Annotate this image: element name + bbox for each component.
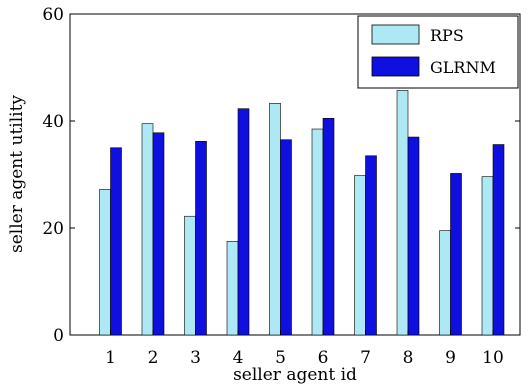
bar-glrnm-5: [280, 139, 292, 336]
bars-group: [99, 90, 505, 336]
bar-rps-2: [141, 123, 154, 336]
x-tick-label: 7: [360, 348, 371, 368]
bar-glrnm-4: [237, 108, 250, 336]
x-tick-label: 9: [445, 348, 456, 368]
y-axis-title: seller agent utility: [7, 95, 27, 253]
bar-rps-9: [439, 230, 451, 336]
bar-rps-8: [396, 90, 409, 336]
legend-swatch-glrnm: [371, 56, 420, 77]
bar-glrnm-7: [365, 155, 377, 336]
y-tick-label: 40: [42, 112, 64, 132]
bar-glrnm-10: [492, 144, 505, 336]
y-tick-label: 20: [42, 219, 64, 239]
legend-label-rps: RPS: [430, 26, 464, 45]
bar-rps-1: [99, 189, 111, 336]
bar-glrnm-2: [152, 132, 165, 336]
x-axis-title: seller agent id: [233, 365, 357, 385]
y-tick-label: 0: [53, 326, 64, 346]
legend: RPS GLRNM: [357, 15, 519, 89]
bar-rps-10: [481, 176, 494, 336]
bar-glrnm-6: [322, 118, 335, 336]
x-tick-label: 10: [482, 348, 504, 368]
bar-rps-4: [226, 241, 239, 336]
y-tick-label: 60: [42, 5, 64, 25]
x-tick-label: 1: [105, 348, 116, 368]
bar-rps-6: [311, 128, 324, 336]
y-ticks-group: 0 20 40 60: [42, 5, 520, 346]
x-ticks-group: 1 2 3 4 5 6 7 8 9 10: [105, 330, 504, 368]
x-tick-label: 3: [190, 348, 201, 368]
x-tick-label: 4: [233, 348, 244, 368]
x-tick-label: 6: [318, 348, 329, 368]
x-tick-label: 8: [403, 348, 414, 368]
x-tick-label: 5: [275, 348, 286, 368]
bar-glrnm-1: [110, 147, 122, 336]
legend-swatch-rps: [371, 24, 420, 45]
legend-label-glrnm: GLRNM: [430, 58, 496, 77]
x-tick-label: 2: [148, 348, 159, 368]
bar-glrnm-3: [195, 141, 207, 336]
bar-rps-7: [354, 175, 366, 336]
bar-glrnm-9: [450, 173, 462, 336]
bar-rps-5: [269, 103, 281, 336]
bar-rps-3: [184, 215, 196, 336]
bar-glrnm-8: [407, 136, 420, 336]
